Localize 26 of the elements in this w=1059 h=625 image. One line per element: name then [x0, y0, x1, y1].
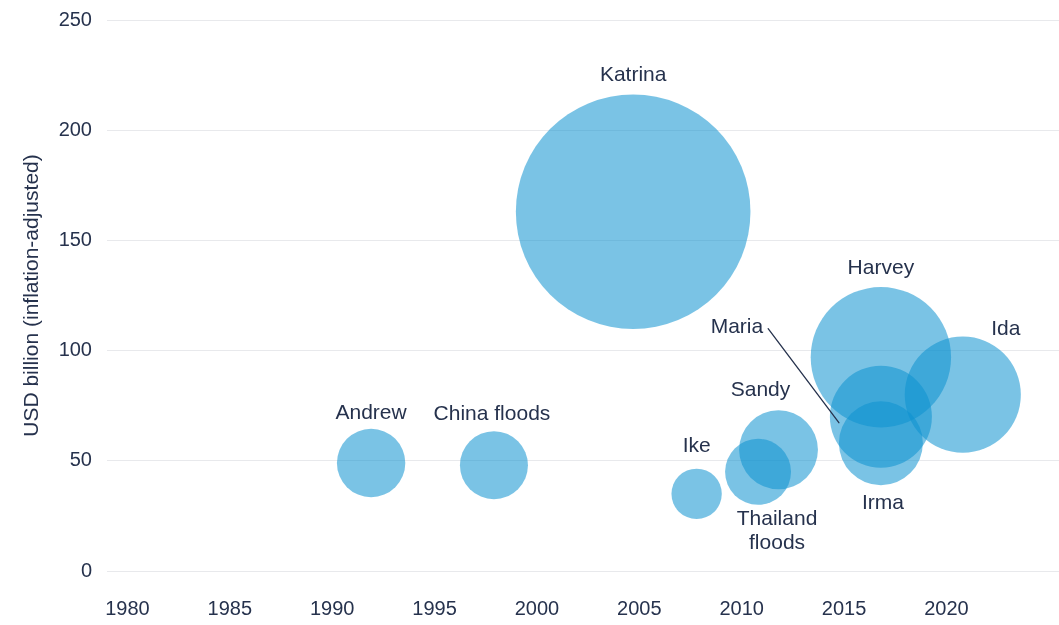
y-tick-label: 100 — [58, 338, 92, 361]
series-label: Ida — [991, 316, 1021, 340]
series-label: Andrew — [335, 399, 408, 423]
x-tick-label: 2010 — [719, 596, 764, 619]
series-label: Thailand floods — [736, 505, 818, 553]
x-tick-label: 1995 — [412, 596, 457, 619]
series-label: Irma — [861, 489, 905, 513]
text: Maria — [710, 313, 764, 337]
x-tick-label: 2000 — [514, 596, 560, 619]
y-axis-title: USD billion (inflation-adjusted) — [19, 154, 43, 437]
series-label: Sandy — [730, 377, 791, 401]
x-tick-label: 1985 — [207, 596, 253, 619]
y-tick-label: 0 — [80, 558, 92, 581]
y-tick-label: 200 — [58, 117, 92, 140]
series-label: Katrina — [599, 62, 667, 86]
series-label: China floods — [433, 401, 551, 425]
x-tick-label: 2015 — [821, 596, 867, 619]
y-tick-label: 150 — [58, 227, 92, 250]
x-tick-label: 2020 — [924, 596, 969, 619]
x-tick-label: 1980 — [105, 596, 150, 619]
x-tick-label: 1990 — [309, 596, 355, 619]
y-tick-label: 250 — [58, 7, 92, 30]
series-label: Ike — [682, 433, 711, 457]
series-label: Harvey — [847, 254, 915, 278]
x-tick-label: 2005 — [617, 596, 662, 619]
y-tick-label: 50 — [69, 448, 92, 471]
